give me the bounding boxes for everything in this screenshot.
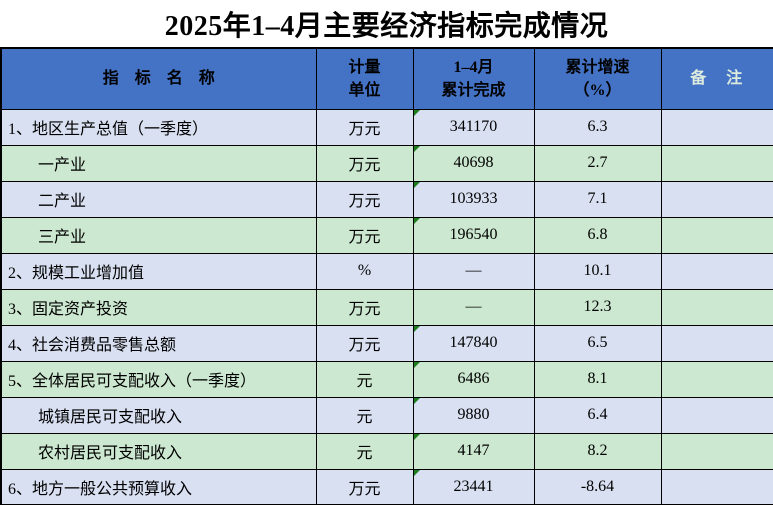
growth-cell: 6.8 bbox=[533, 216, 662, 254]
table-row: 5、全体居民可支配收入（一季度） 元 6486 8.1 bbox=[0, 360, 773, 398]
remark-cell bbox=[660, 432, 773, 470]
indicator-name-cell: 一产业 bbox=[0, 144, 317, 182]
page-title: 2025年1–4月主要经济指标完成情况 bbox=[164, 10, 609, 42]
error-flag-triangle-icon bbox=[414, 398, 420, 404]
value-text: 9880 bbox=[457, 406, 490, 423]
error-flag-triangle-icon bbox=[414, 362, 420, 368]
remark-cell bbox=[660, 324, 773, 362]
indicator-name-cell: 二产业 bbox=[0, 180, 317, 218]
value-cell: 147840 bbox=[412, 324, 535, 362]
table-row: 农村居民可支配收入 元 4147 8.2 bbox=[0, 432, 773, 470]
unit-cell: 万元 bbox=[315, 180, 414, 218]
unit-cell: 元 bbox=[315, 432, 414, 470]
indicator-name-cell: 3、固定资产投资 bbox=[0, 288, 317, 326]
growth-cell: 10.1 bbox=[533, 252, 662, 290]
value-text: 341170 bbox=[449, 118, 498, 135]
table-row: 一产业 万元 40698 2.7 bbox=[0, 144, 773, 182]
indicator-name-cell: 6、地方一般公共预算收入 bbox=[0, 468, 317, 505]
header-cumulative-completed: 1–4月 累计完成 bbox=[412, 47, 535, 110]
remark-cell bbox=[660, 216, 773, 254]
header-unit: 计量 单位 bbox=[315, 47, 414, 110]
remark-cell bbox=[660, 360, 773, 398]
error-flag-triangle-icon bbox=[414, 110, 420, 116]
value-cell: 9880 bbox=[412, 396, 535, 434]
value-cell: 341170 bbox=[412, 108, 535, 146]
error-flag-triangle-icon bbox=[414, 182, 420, 188]
table-row: 2、规模工业增加值 % — 10.1 bbox=[0, 252, 773, 290]
indicator-name-cell: 农村居民可支配收入 bbox=[0, 432, 317, 470]
error-flag-triangle-icon bbox=[414, 434, 420, 440]
growth-cell: 12.3 bbox=[533, 288, 662, 326]
value-text: 23441 bbox=[453, 477, 494, 495]
unit-cell: 万元 bbox=[315, 144, 414, 182]
table-row: 1、地区生产总值（一季度） 万元 341170 6.3 bbox=[0, 108, 773, 146]
unit-cell: 元 bbox=[315, 360, 414, 398]
indicator-name-cell: 4、社会消费品零售总额 bbox=[0, 324, 317, 362]
error-flag-triangle-icon bbox=[414, 326, 420, 332]
value-cell: 103933 bbox=[412, 180, 535, 218]
growth-cell: 7.1 bbox=[533, 180, 662, 218]
value-text: 196540 bbox=[449, 226, 498, 243]
unit-cell: 万元 bbox=[315, 468, 414, 505]
header-row: 指 标 名 称 计量 单位 1–4月 累计完成 累计增速 （%） 备 注 bbox=[0, 47, 773, 110]
indicator-name-cell: 2、规模工业增加值 bbox=[0, 252, 317, 290]
value-cell: — bbox=[412, 252, 535, 290]
growth-cell: 8.1 bbox=[533, 360, 662, 398]
growth-cell: 6.3 bbox=[533, 108, 662, 146]
value-text: — bbox=[465, 262, 482, 279]
table-row: 3、固定资产投资 万元 — 12.3 bbox=[0, 288, 773, 326]
remark-cell bbox=[660, 144, 773, 182]
table-row: 城镇居民可支配收入 元 9880 6.4 bbox=[0, 396, 773, 434]
unit-cell: 万元 bbox=[315, 216, 414, 254]
indicator-name-cell: 1、地区生产总值（一季度） bbox=[0, 108, 317, 146]
value-cell: 6486 bbox=[412, 360, 535, 398]
remark-cell bbox=[660, 468, 773, 505]
header-remark: 备 注 bbox=[660, 47, 773, 110]
growth-cell: 8.2 bbox=[533, 432, 662, 470]
unit-cell: 元 bbox=[315, 396, 414, 434]
remark-cell bbox=[660, 396, 773, 434]
remark-cell bbox=[660, 252, 773, 290]
error-flag-triangle-icon bbox=[414, 470, 420, 476]
unit-cell: 万元 bbox=[315, 108, 414, 146]
value-text: 147840 bbox=[449, 334, 498, 351]
indicators-table: 指 标 名 称 计量 单位 1–4月 累计完成 累计增速 （%） 备 注 1、地… bbox=[0, 47, 773, 505]
table-row: 6、地方一般公共预算收入 万元 23441 -8.64 bbox=[0, 468, 773, 505]
remark-cell bbox=[660, 108, 773, 146]
growth-cell: -8.64 bbox=[533, 468, 662, 505]
header-indicator-name: 指 标 名 称 bbox=[0, 47, 317, 110]
unit-cell: 万元 bbox=[315, 324, 414, 362]
value-cell: 23441 bbox=[412, 468, 535, 505]
table-header: 指 标 名 称 计量 单位 1–4月 累计完成 累计增速 （%） 备 注 bbox=[0, 47, 773, 110]
unit-cell: % bbox=[315, 252, 414, 290]
value-cell: 196540 bbox=[412, 216, 535, 254]
table-row: 二产业 万元 103933 7.1 bbox=[0, 180, 773, 218]
value-cell: — bbox=[412, 288, 535, 326]
unit-cell: 万元 bbox=[315, 288, 414, 326]
value-cell: 40698 bbox=[412, 144, 535, 182]
indicator-name-cell: 城镇居民可支配收入 bbox=[0, 396, 317, 434]
indicator-name-cell: 5、全体居民可支配收入（一季度） bbox=[0, 360, 317, 398]
header-growth-rate: 累计增速 （%） bbox=[533, 47, 662, 110]
remark-cell bbox=[660, 288, 773, 326]
growth-cell: 6.4 bbox=[533, 396, 662, 434]
table-row: 三产业 万元 196540 6.8 bbox=[0, 216, 773, 254]
error-flag-triangle-icon bbox=[414, 146, 420, 152]
growth-cell: 6.5 bbox=[533, 324, 662, 362]
value-text: 6486 bbox=[457, 370, 490, 387]
value-text: — bbox=[465, 298, 482, 315]
table-body: 1、地区生产总值（一季度） 万元 341170 6.3 一产业 万元 40698… bbox=[0, 108, 773, 505]
value-cell: 4147 bbox=[412, 432, 535, 470]
error-flag-triangle-icon bbox=[414, 218, 420, 224]
growth-cell: 2.7 bbox=[533, 144, 662, 182]
table-row: 4、社会消费品零售总额 万元 147840 6.5 bbox=[0, 324, 773, 362]
remark-cell bbox=[660, 180, 773, 218]
value-text: 40698 bbox=[453, 154, 494, 171]
indicator-name-cell: 三产业 bbox=[0, 216, 317, 254]
value-text: 4147 bbox=[457, 442, 490, 459]
value-text: 103933 bbox=[449, 190, 498, 207]
